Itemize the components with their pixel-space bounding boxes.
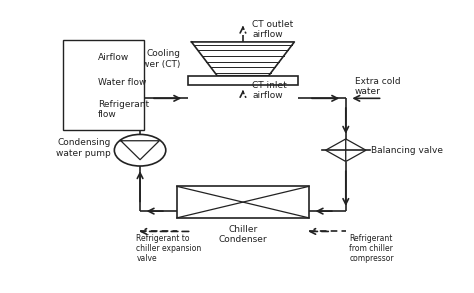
Text: Water flow: Water flow bbox=[98, 78, 146, 87]
Bar bbox=[188, 76, 298, 85]
Text: Condensing
water pump: Condensing water pump bbox=[56, 138, 110, 158]
Text: Extra cold
water: Extra cold water bbox=[355, 77, 401, 96]
Bar bbox=[177, 186, 309, 218]
Polygon shape bbox=[346, 139, 366, 161]
Text: Cooling
tower (CT): Cooling tower (CT) bbox=[133, 49, 181, 69]
Text: Balancing valve: Balancing valve bbox=[372, 146, 444, 155]
Polygon shape bbox=[326, 139, 346, 161]
Bar bbox=[63, 40, 144, 130]
Text: Refrigerant
flow: Refrigerant flow bbox=[98, 100, 149, 119]
Text: CT outlet
airflow: CT outlet airflow bbox=[252, 20, 293, 39]
Text: Refrigerant to
chiller expansion
valve: Refrigerant to chiller expansion valve bbox=[137, 234, 201, 263]
Text: CT inlet
airflow: CT inlet airflow bbox=[252, 81, 287, 100]
Text: Refrigerant
from chiller
compressor: Refrigerant from chiller compressor bbox=[349, 234, 394, 263]
Text: Chiller
Condenser: Chiller Condenser bbox=[219, 225, 267, 244]
Text: Airflow: Airflow bbox=[98, 53, 129, 62]
